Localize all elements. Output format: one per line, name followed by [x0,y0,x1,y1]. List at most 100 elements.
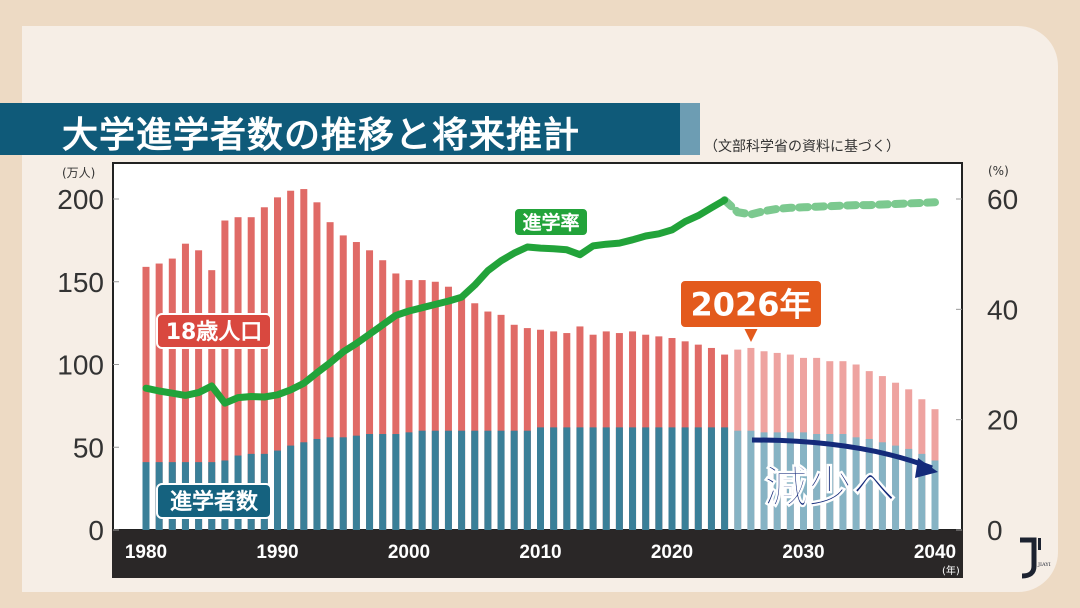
bar-students-2035 [865,438,873,530]
x-axis-unit: (年) [942,566,960,577]
right-axis-unit: (%) [988,164,1009,178]
bar-students-2010 [537,427,544,530]
callout-pointer [743,326,759,342]
bar-18yo-population-1992 [300,189,308,530]
bar-students-2019 [655,427,663,530]
bar-students-2039 [918,453,926,530]
decline-label: 減少へ [764,462,896,513]
bar-students-2026 [747,430,755,530]
left-axis-unit: (万人) [62,166,96,180]
population-label-box [156,313,272,349]
svg-text:JIAYI: JIAYI [1037,562,1051,568]
bar-students-2006 [484,430,492,530]
bar-students-2036 [878,442,886,530]
x-tick-label-2020: 2020 [651,542,693,563]
title-bar [0,103,680,155]
bar-students-2000 [405,432,413,530]
bar-students-2024 [721,427,729,530]
left-tick-label-100: 100 [57,350,104,381]
bar-18yo-population-2004 [458,296,466,530]
bar-18yo-population-1983 [181,243,189,530]
bar-students-1997 [366,434,374,530]
bar-students-2013 [576,427,584,530]
bar-students-2022 [694,427,702,530]
bar-18yo-population-2002 [431,281,439,530]
bar-18yo-population-1994 [326,222,334,531]
bar-students-2016 [615,427,623,530]
bar-18yo-population-1985 [208,270,216,530]
bar-students-1995 [339,437,347,530]
bar-students-2014 [589,427,597,530]
x-tick-label-2030: 2030 [782,542,824,563]
x-tick-label-2000: 2000 [388,542,430,563]
bar-students-1990 [274,450,281,530]
bar-students-2020 [668,427,676,530]
bar-students-1998 [379,434,387,530]
bar-students-2027 [760,432,768,530]
bar-students-1980 [142,462,150,530]
bar-18yo-population-2006 [484,311,492,530]
bar-students-2021 [681,427,689,530]
bar-students-1992 [300,442,308,530]
right-tick-label-0: 0 [987,515,1003,546]
callout-2026: 2026年 [690,286,811,324]
x-tick-label-2010: 2010 [519,542,561,563]
left-tick-label-150: 150 [57,267,104,298]
bar-students-2030 [800,432,807,530]
x-tick-label-2040: 2040 [914,542,956,563]
bar-students-2011 [550,427,558,530]
bar-students-1999 [392,434,400,530]
bar-students-2033 [839,434,847,530]
bar-18yo-population-1981 [155,263,163,530]
bar-students-2009 [523,430,531,530]
bar-18yo-population-1988 [247,217,255,530]
bar-18yo-population-1998 [379,260,387,530]
bar-18yo-population-1991 [287,190,295,530]
left-tick-label-50: 50 [73,432,104,463]
jiayi-logo: JIAYI [1020,537,1051,579]
students-label: 進学者数 [170,489,259,515]
bar-students-2031 [813,434,821,530]
bar-students-2034 [852,437,860,530]
bar-18yo-population-1986 [221,220,229,530]
bar-18yo-population-1989 [260,207,268,530]
rate-label: 進学率 [522,211,579,234]
bar-18yo-population-1990 [274,197,281,530]
chart-title: 大学進学者数の推移と将来推計 [62,115,581,156]
bar-students-2029 [786,432,794,530]
decline-arrow-head [915,458,938,478]
bar-students-1996 [352,435,360,530]
bar-18yo-population-2001 [418,280,426,530]
x-tick-label-1980: 1980 [125,542,167,563]
bar-students-2008 [510,430,518,530]
bar-students-2023 [707,427,715,530]
bar-students-2012 [563,427,571,530]
bar-18yo-population-2007 [497,314,505,530]
bar-18yo-population-1987 [234,217,242,530]
x-tick-label-1990: 1990 [256,542,298,563]
bar-students-2001 [418,430,426,530]
bar-18yo-population-1999 [392,273,400,530]
source-note: （文部科学省の資料に基づく） [704,139,900,155]
left-tick-label-200: 200 [57,184,104,215]
right-tick-label-20: 20 [987,405,1018,436]
bar-students-2037 [892,445,900,530]
population-label: 18歳人口 [166,320,263,345]
left-tick-label-0: 0 [88,515,104,546]
bar-18yo-population-1993 [313,202,321,530]
bar-students-2018 [642,427,650,530]
bar-students-1993 [313,438,321,530]
right-tick-label-60: 60 [987,184,1018,215]
bar-students-2032 [826,434,834,530]
bar-18yo-population-1997 [366,250,374,530]
rate-label-box [513,207,589,237]
decline-arrow [751,437,933,471]
bar-18yo-population-1995 [339,235,347,530]
bar-18yo-population-2003 [444,286,452,530]
x-axis-band [112,530,963,578]
callout-2026-box [679,279,823,329]
students-label-box [156,483,272,519]
bar-students-2017 [629,427,637,530]
bar-students-1991 [287,445,295,530]
